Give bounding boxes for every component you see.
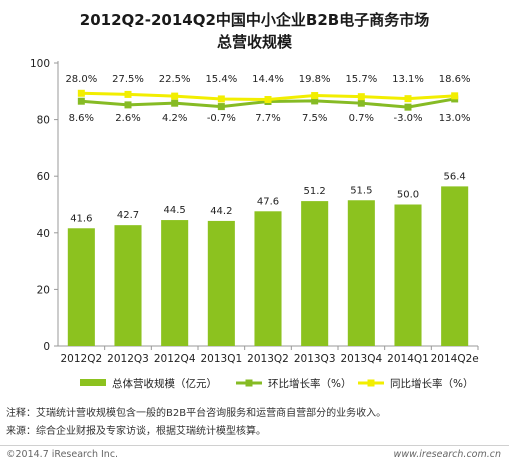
y-tick-label: 80 <box>37 115 50 127</box>
mom-value-label: 4.2% <box>162 113 187 124</box>
bar <box>301 201 329 346</box>
bar-value-label: 42.7 <box>117 210 139 221</box>
yoy-value-label: 27.5% <box>112 74 144 85</box>
x-tick-label: 2013Q1 <box>200 353 242 365</box>
series-marker <box>357 93 365 101</box>
yoy-value-label: 13.1% <box>392 74 424 85</box>
bar <box>161 220 189 346</box>
footer-divider <box>0 445 509 446</box>
series-marker <box>404 103 412 111</box>
bar-value-label: 41.6 <box>70 213 92 224</box>
legend-marker <box>367 379 375 387</box>
x-tick-label: 2013Q2 <box>247 353 289 365</box>
series-marker <box>171 99 179 107</box>
y-tick-label: 40 <box>37 228 50 240</box>
series-marker <box>357 99 365 107</box>
website-text: www.iresearch.com.cn <box>393 449 501 460</box>
bar <box>114 225 142 346</box>
series-marker <box>217 95 225 103</box>
x-tick-label: 2013Q4 <box>340 353 382 365</box>
y-tick-label: 0 <box>43 341 50 353</box>
chart-svg: 0 20 40 60 80 100 41.6 2012Q2 42.7 2012Q3 44.5 2012… <box>30 58 479 390</box>
series-marker <box>77 89 85 97</box>
mom-value-label: -3.0% <box>393 113 422 124</box>
chart-note: 注释：艾瑞统计营收规模包含一般的B2B平台咨询服务和运营商自营部分的业务收入。 <box>6 408 387 419</box>
bar-value-label: 51.5 <box>350 185 372 196</box>
yoy-value-label: 28.0% <box>65 74 97 85</box>
bar <box>347 200 375 346</box>
series-marker <box>124 90 132 98</box>
mom-value-label: 7.7% <box>255 113 280 124</box>
yoy-value-label: 15.7% <box>345 74 377 85</box>
yoy-value-label: 15.4% <box>205 74 237 85</box>
series-marker <box>264 96 272 104</box>
bar-value-label: 44.5 <box>164 205 186 216</box>
bar-value-label: 51.2 <box>304 186 326 197</box>
x-tick-label: 2013Q3 <box>294 353 336 365</box>
bar-value-label: 56.4 <box>444 171 466 182</box>
x-tick-label: 2014Q2e <box>431 353 479 365</box>
mom-value-label: 8.6% <box>69 113 94 124</box>
bar <box>394 204 422 346</box>
yoy-value-label: 14.4% <box>252 74 284 85</box>
legend-swatch <box>80 379 106 386</box>
series-marker <box>311 92 319 100</box>
chart-subtitle: 总营收规模 <box>216 33 292 51</box>
mom-value-label: 2.6% <box>115 113 140 124</box>
bar <box>254 211 282 346</box>
legend-marker <box>245 379 253 387</box>
copyright-text: ©2014.7 iResearch Inc. <box>6 449 119 460</box>
x-tick-label: 2012Q2 <box>60 353 102 365</box>
series-marker <box>451 92 459 100</box>
chart-title: 2012Q2-2014Q2中国中小企业B2B电子商务市场 <box>79 11 430 29</box>
bar <box>67 228 95 346</box>
bar-value-label: 50.0 <box>397 190 419 201</box>
mom-value-label: 13.0% <box>439 113 471 124</box>
yoy-value-label: 22.5% <box>159 74 191 85</box>
series-marker <box>171 92 179 100</box>
yoy-value-label: 18.6% <box>439 74 471 85</box>
bar-value-label: 47.6 <box>257 196 279 207</box>
x-tick-label: 2012Q4 <box>154 353 196 365</box>
mom-value-label: -0.7% <box>207 113 236 124</box>
series-marker <box>404 95 412 103</box>
legend-label: 同比增长率（%） <box>390 377 473 390</box>
yoy-value-label: 19.8% <box>299 74 331 85</box>
mom-value-label: 7.5% <box>302 113 327 124</box>
x-tick-label: 2012Q3 <box>107 353 149 365</box>
series-marker <box>311 97 319 105</box>
series-marker <box>217 103 225 111</box>
legend-label: 环比增长率（%） <box>268 377 351 390</box>
bar <box>441 186 469 346</box>
chart-source: 来源：综合企业财报及专家访谈，根据艾瑞统计模型核算。 <box>6 426 266 437</box>
y-tick-label: 100 <box>30 58 50 70</box>
y-tick-label: 20 <box>37 284 50 296</box>
series-marker <box>124 101 132 109</box>
bar <box>207 220 235 346</box>
y-tick-label: 60 <box>37 171 50 183</box>
x-tick-label: 2014Q1 <box>387 353 429 365</box>
mom-value-label: 0.7% <box>349 113 374 124</box>
bar-value-label: 44.2 <box>210 206 232 217</box>
legend-label: 总体营收规模（亿元） <box>112 377 217 390</box>
series-marker <box>77 97 85 105</box>
